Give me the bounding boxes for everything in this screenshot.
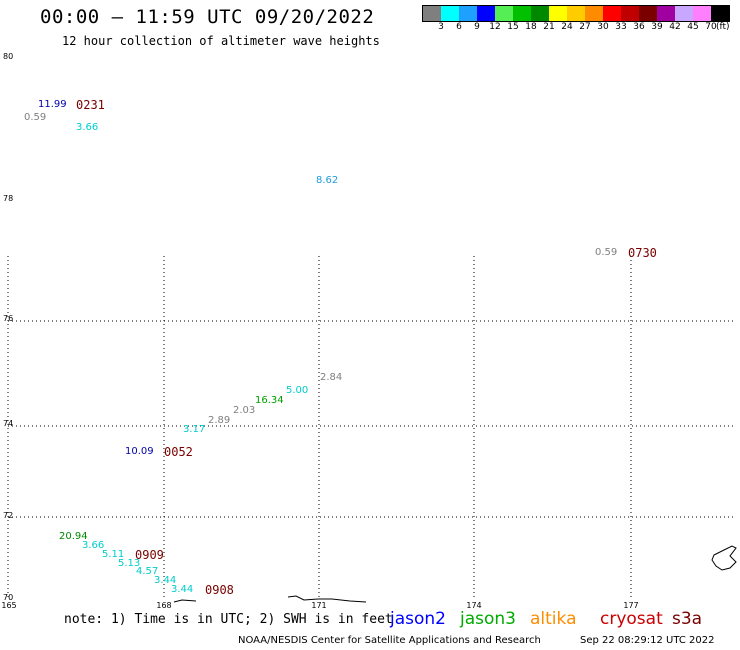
lon-label-165: 165 [1, 601, 17, 610]
colorbar-swatch [567, 6, 585, 21]
footer-note: note: 1) Time is in UTC; 2) SWH is in fe… [64, 612, 393, 627]
wave-height-colorbar [422, 5, 730, 22]
colorbar-swatch [603, 6, 621, 21]
generated-timestamp: Sep 22 08:29:12 UTC 2022 [580, 635, 715, 646]
lat-label-74: 74 [3, 419, 14, 428]
wave-height-value: 2.84 [320, 372, 343, 383]
colorbar-tick-label: 39 [651, 22, 663, 32]
wave-height-value: 0.59 [24, 112, 47, 123]
wave-height-value: 8.62 [316, 175, 339, 186]
colorbar-tick-label: 30 [597, 22, 609, 32]
pass-time-label: 0231 [76, 98, 105, 112]
colorbar-tick-label: 18 [525, 22, 537, 32]
colorbar-unit: (ft) [716, 22, 730, 32]
wave-height-value: 16.34 [255, 395, 284, 406]
pass-time-label: 0052 [164, 445, 193, 459]
pass-time-label: 0909 [135, 548, 164, 562]
wave-height-value: 3.44 [171, 584, 194, 595]
lon-label-174: 174 [466, 601, 482, 610]
colorbar-tick-label: 21 [543, 22, 555, 32]
wave-height-value: 3.17 [183, 424, 206, 435]
colorbar-tick-label: 45 [687, 22, 699, 32]
colorbar-swatch [495, 6, 513, 21]
coastline-island-east [711, 545, 737, 571]
coastline-south [287, 595, 367, 603]
wave-height-value: 3.66 [76, 122, 99, 133]
wave-height-value: 11.99 [38, 99, 67, 110]
legend-jason3: jason3 [460, 609, 516, 629]
lon-label-177: 177 [623, 601, 639, 610]
coastline-southwest [173, 599, 197, 603]
lat-label-70: 70 [3, 593, 14, 602]
legend-altika: altika [530, 609, 577, 629]
colorbar-tick-label: 70 [705, 22, 717, 32]
legend-cryosat: cryosat [600, 609, 663, 629]
wave-height-value: 2.89 [208, 415, 231, 426]
colorbar-swatch [477, 6, 495, 21]
pass-time-label: 0908 [205, 583, 234, 597]
lon-label-168: 168 [156, 601, 172, 610]
wave-height-value: 4.57 [136, 566, 159, 577]
colorbar-tick-label: 6 [456, 22, 462, 32]
wave-height-value: 3.66 [82, 540, 105, 551]
colorbar-swatch [441, 6, 459, 21]
credit-text: NOAA/NESDIS Center for Satellite Applica… [238, 635, 541, 646]
lat-label-72: 72 [3, 511, 14, 520]
lon-label-171: 171 [311, 601, 327, 610]
pass-time-label: 0730 [628, 246, 657, 260]
wave-height-value: 20.94 [59, 531, 88, 542]
colorbar-tick-label: 27 [579, 22, 591, 32]
colorbar-tick-label: 42 [669, 22, 681, 32]
colorbar-swatch [657, 6, 675, 21]
lat-label-78: 78 [3, 194, 14, 203]
map-subtitle: 12 hour collection of altimeter wave hei… [62, 34, 380, 48]
wave-height-value: 10.09 [125, 446, 154, 457]
colorbar-tick-label: 3 [438, 22, 444, 32]
legend-s3a: s3a [672, 609, 703, 629]
colorbar-swatch [621, 6, 639, 21]
colorbar-swatch [423, 6, 441, 21]
colorbar-swatch [531, 6, 549, 21]
colorbar-swatch [459, 6, 477, 21]
colorbar-tick-label: 12 [489, 22, 501, 32]
legend-jason2: jason2 [390, 609, 446, 629]
colorbar-swatch [585, 6, 603, 21]
colorbar-tick-label: 15 [507, 22, 519, 32]
colorbar-swatch [675, 6, 693, 21]
lat-label-80: 80 [3, 52, 14, 61]
wave-height-value: 2.03 [233, 405, 256, 416]
colorbar-tick-label: 24 [561, 22, 573, 32]
colorbar-tick-label: 33 [615, 22, 627, 32]
map-title: 00:00 – 11:59 UTC 09/20/2022 [40, 6, 375, 28]
wave-height-value: 5.00 [286, 385, 309, 396]
wave-height-value: 5.13 [118, 558, 141, 569]
lat-label-76: 76 [3, 314, 14, 323]
colorbar-swatch [639, 6, 657, 21]
colorbar-swatch [711, 6, 729, 21]
colorbar-tick-label: 36 [633, 22, 645, 32]
colorbar-tick-label: 9 [474, 22, 480, 32]
colorbar-swatch [693, 6, 711, 21]
wave-height-value: 3.44 [154, 575, 177, 586]
wave-height-value: 0.59 [595, 247, 618, 258]
colorbar-swatch [549, 6, 567, 21]
colorbar-swatch [513, 6, 531, 21]
wave-height-value: 5.11 [102, 549, 125, 560]
